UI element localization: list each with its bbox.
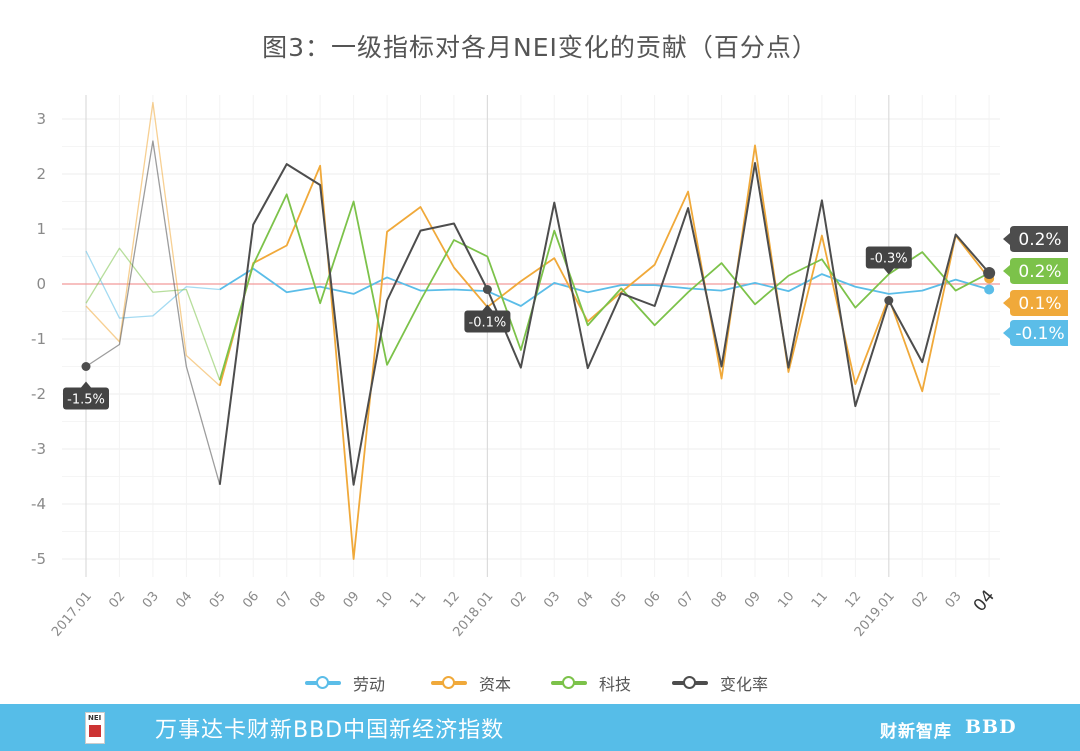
legend-swatch-icon	[672, 676, 708, 689]
legend-swatch-icon	[431, 676, 467, 689]
series-line-faded	[85, 250, 220, 319]
x-tick-label: 11	[407, 589, 429, 611]
legend-swatch-icon	[305, 676, 341, 689]
callout-tip	[81, 381, 91, 388]
x-tick-label: 07	[675, 589, 697, 611]
x-tick-label: 03	[541, 589, 563, 611]
series-line	[218, 193, 990, 381]
x-tick-label: 04	[173, 589, 195, 611]
series-line	[218, 144, 990, 560]
callout-label: -0.1%	[469, 316, 507, 331]
footer-banner: NEI 万事达卡财新BBD中国新经济指数 财新智库 BBD	[0, 704, 1080, 751]
callout-box	[63, 387, 109, 410]
chart-legend: 劳动 资本 科技 变化率	[0, 668, 1080, 698]
x-tick-label: 07	[274, 589, 296, 611]
x-tick-label: 09	[341, 589, 363, 611]
x-tick-label: 02	[508, 589, 530, 611]
callout-box	[865, 246, 912, 269]
x-tick-label: 05	[608, 589, 630, 611]
legend-label: 劳动	[353, 675, 386, 694]
x-tick-label: 12	[441, 589, 463, 611]
legend-item[interactable]: 科技	[551, 668, 631, 698]
x-tick-label: 06	[240, 589, 262, 611]
end-label-text: -0.1%	[1015, 324, 1064, 344]
y-tick-label: -2	[31, 385, 46, 403]
x-tick-label: 02	[106, 589, 128, 611]
x-tick-label: 08	[307, 589, 329, 611]
legend-swatch-icon	[551, 676, 587, 689]
callout-tip	[883, 268, 894, 275]
y-tick-label: -5	[31, 550, 46, 568]
x-tick-label: 04	[575, 589, 597, 611]
legend-item[interactable]: 劳动	[305, 668, 385, 698]
y-tick-label: 3	[36, 110, 46, 128]
nei-logo-text: NEI	[88, 714, 102, 722]
callout-box	[464, 310, 511, 333]
footer-title: 万事达卡财新BBD中国新经济指数	[155, 718, 505, 743]
end-point	[983, 267, 996, 279]
end-label-text: 0.2%	[1018, 262, 1061, 282]
legend-item[interactable]: 资本	[431, 668, 511, 698]
x-tick-label: 05	[207, 589, 229, 611]
series-line-faded	[85, 140, 221, 485]
y-tick-label: -4	[31, 495, 46, 513]
series-line	[219, 267, 990, 307]
callout-point	[81, 362, 91, 371]
x-tick-label: 2017.01	[49, 589, 95, 640]
end-label-tag	[1003, 290, 1068, 316]
y-tick-label: 2	[36, 165, 46, 183]
y-tick-label: 0	[36, 275, 46, 293]
x-tick-label: 10	[775, 589, 797, 611]
end-label-tag	[1003, 320, 1068, 346]
callout-label: -0.3%	[870, 252, 908, 267]
x-tick-label: 02	[909, 589, 931, 611]
x-tick-label: 09	[742, 589, 764, 611]
callout-point	[482, 285, 492, 294]
bbd-logo: BBD	[965, 716, 1017, 738]
x-tick-label: 04	[970, 586, 999, 615]
chart-markers: -1.5% -0.1% -0.3% 0.2% 0.2% 0.1% -0.1%	[63, 226, 1068, 410]
y-tick-label: -1	[31, 330, 46, 348]
x-tick-label: 08	[708, 589, 730, 611]
x-tick-label: 10	[374, 589, 396, 611]
end-label-tag	[1003, 258, 1068, 284]
legend-label: 变化率	[720, 675, 769, 694]
end-point	[984, 284, 995, 295]
y-tick-label: 1	[36, 220, 46, 238]
callout-label: -1.5%	[67, 393, 105, 408]
series-line	[218, 162, 990, 486]
nei-logo-icon: NEI	[85, 712, 105, 744]
x-tick-label: 03	[943, 589, 965, 611]
x-tick-label: 11	[809, 589, 831, 611]
legend-label: 资本	[479, 675, 512, 694]
chart-grid	[62, 95, 1000, 577]
series-line-faded	[85, 101, 221, 387]
x-tick-label: 12	[842, 589, 864, 611]
x-tick-label: 03	[140, 589, 162, 611]
series-line-faded	[85, 247, 221, 381]
end-label-text: 0.1%	[1018, 294, 1061, 314]
caixin-insight-logo: 财新智库	[880, 722, 952, 742]
callout-point	[884, 296, 894, 305]
x-tick-label: 06	[642, 589, 664, 611]
legend-label: 科技	[599, 675, 632, 694]
y-tick-label: -3	[31, 440, 46, 458]
legend-item[interactable]: 变化率	[672, 668, 768, 698]
chart-title: 图3：一级指标对各月NEI变化的贡献（百分点）	[262, 33, 818, 62]
callout-tip	[482, 304, 493, 311]
end-label-text: 0.2%	[1018, 230, 1061, 250]
chart-series	[85, 101, 990, 560]
end-label-tag	[1003, 226, 1068, 252]
